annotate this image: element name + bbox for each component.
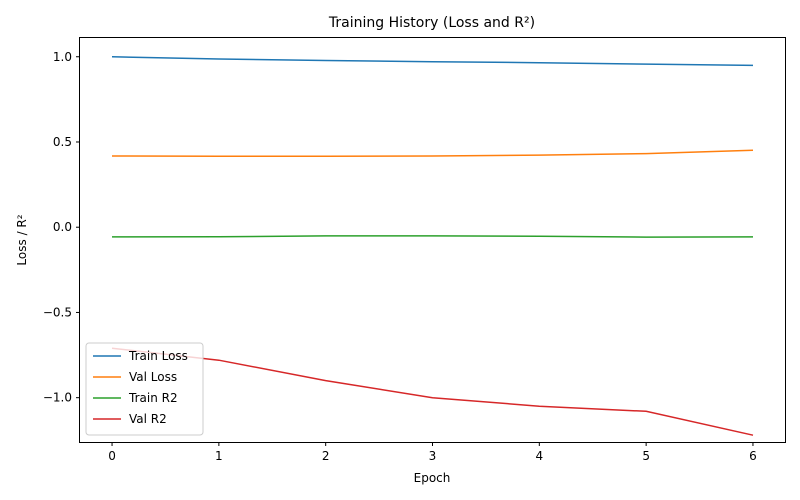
- series-line-3: [111, 347, 754, 436]
- y-tick-label: −0.5: [43, 305, 72, 319]
- legend-label-1: Val Loss: [129, 370, 177, 384]
- y-tick-label: −1.0: [43, 391, 72, 405]
- y-tick-label: 1.0: [53, 50, 72, 64]
- legend-label-3: Val R2: [129, 412, 167, 426]
- legend-label-2: Train R2: [128, 391, 178, 405]
- chart-title: Training History (Loss and R²): [328, 15, 535, 31]
- series-line-0: [111, 56, 754, 67]
- y-tick-label: 0.5: [53, 135, 72, 149]
- plot-lines: [111, 56, 754, 436]
- x-tick-label: 6: [749, 449, 757, 463]
- y-tick-label: 0.0: [53, 220, 72, 234]
- x-tick-label: 1: [215, 449, 223, 463]
- x-tick-label: 4: [535, 449, 543, 463]
- x-tick-label: 5: [642, 449, 650, 463]
- legend: Train Loss Val Loss Train R2 Val R2: [85, 342, 204, 436]
- plot-frame: [79, 37, 786, 443]
- series-line-2: [111, 235, 754, 238]
- series-line-1: [111, 149, 754, 158]
- y-axis-label: Loss / R²: [15, 214, 29, 265]
- y-ticks: 1.0 0.5 0.0 −0.5 −1.0: [43, 50, 80, 405]
- x-tick-label: 2: [322, 449, 330, 463]
- legend-label-0: Train Loss: [128, 349, 188, 363]
- x-tick-label: 3: [429, 449, 437, 463]
- x-axis-label: Epoch: [414, 471, 451, 485]
- x-tick-label: 0: [108, 449, 116, 463]
- legend-box: [85, 342, 204, 436]
